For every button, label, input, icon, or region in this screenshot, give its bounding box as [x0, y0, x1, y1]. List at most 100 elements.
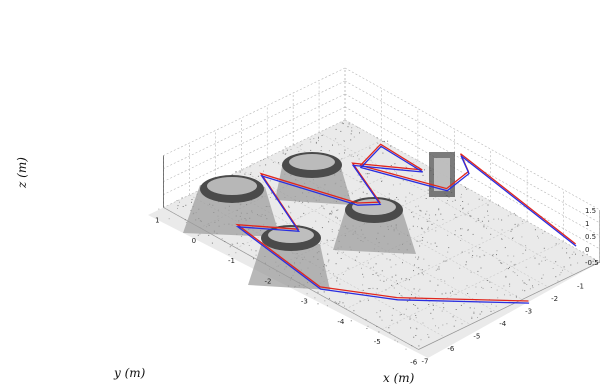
cloud-point — [415, 206, 417, 208]
cloud-point — [438, 266, 440, 268]
cloud-point — [357, 126, 359, 128]
cloud-point — [446, 260, 448, 262]
cloud-point — [265, 164, 267, 166]
cloud-point — [477, 317, 478, 318]
cloud-point — [176, 200, 178, 202]
cloud-point — [230, 245, 232, 247]
cloud-point — [417, 205, 419, 207]
cloud-point — [379, 310, 381, 312]
cloud-point — [491, 254, 493, 256]
cloud-point — [168, 218, 170, 220]
cloud-point — [422, 237, 424, 238]
cloud-point — [253, 258, 254, 260]
cloud-point — [221, 238, 223, 240]
cloud-point — [314, 297, 316, 299]
cloud-point — [483, 226, 485, 228]
cloud-point — [415, 317, 417, 319]
cloud-point — [389, 259, 391, 261]
cloud-point — [387, 140, 389, 142]
trajectory-series-2 — [235, 145, 577, 304]
cloud-point — [428, 336, 430, 338]
cloud-point — [447, 234, 449, 236]
cloud-point — [525, 249, 527, 251]
cloud-point — [321, 146, 323, 148]
cloud-point — [369, 147, 371, 149]
cloud-point — [298, 224, 300, 226]
cloud-point — [354, 259, 356, 261]
cloud-point — [438, 327, 440, 329]
cloud-point — [422, 174, 424, 176]
cloud-point — [397, 322, 399, 324]
cloud-point — [486, 280, 488, 281]
cloud-point — [318, 137, 319, 139]
cloud-point — [338, 144, 340, 146]
cloud-point — [483, 254, 485, 256]
cloud-point — [310, 141, 312, 143]
cloud-point — [392, 184, 394, 186]
cloud-point — [441, 293, 443, 295]
cloud-point — [541, 277, 543, 279]
y-tick-label: -4 — [499, 320, 507, 328]
point-cloud-scene — [148, 120, 600, 358]
cloud-point — [394, 163, 396, 165]
cloud-point — [483, 216, 485, 218]
cloud-point — [338, 229, 339, 231]
cloud-point — [510, 213, 512, 215]
cloud-point — [360, 179, 362, 180]
cloud-point — [403, 313, 405, 315]
x-tick-label: 0 — [192, 237, 196, 245]
cloud-point — [344, 149, 346, 151]
cloud-point — [538, 284, 540, 286]
cloud-point — [363, 276, 365, 278]
cloud-point — [522, 253, 524, 255]
cloud-point — [411, 211, 413, 213]
cloud-point — [285, 153, 287, 155]
cloud-point — [426, 220, 428, 222]
cloud-point — [470, 271, 472, 273]
cloud-point — [538, 237, 539, 239]
cloud-point — [534, 229, 536, 231]
cloud-point — [461, 228, 463, 230]
cloud-point — [443, 260, 445, 262]
cloud-point — [329, 213, 331, 215]
cloud-point — [397, 341, 399, 343]
z-tick-label: -0.5 — [585, 259, 599, 267]
cloud-point — [325, 265, 327, 267]
cloud-point — [399, 292, 400, 294]
cloud-point — [509, 285, 511, 287]
cloud-point — [544, 259, 546, 261]
cloud-point — [341, 122, 343, 124]
cloud-point — [411, 294, 412, 296]
cloud-point — [409, 228, 411, 230]
cloud-point — [538, 263, 540, 265]
cloud-point — [340, 130, 342, 132]
cloud-point — [259, 165, 261, 167]
cloud-point — [366, 176, 368, 178]
cloud-point — [521, 220, 523, 222]
cloud-point — [405, 167, 407, 169]
cloud-point — [375, 272, 377, 274]
cloud-point — [416, 240, 418, 242]
cloud-point — [421, 228, 423, 230]
cloud-point — [411, 194, 413, 196]
cloud-point — [400, 295, 402, 296]
cloud-point — [419, 245, 421, 247]
cloud-point — [370, 159, 372, 161]
cloud-point — [435, 230, 437, 232]
cloud-point — [390, 266, 392, 268]
cloud-point — [445, 292, 447, 294]
cloud-point — [432, 309, 434, 311]
cloud-point — [298, 150, 300, 152]
cloud-point — [505, 275, 507, 277]
cloud-point — [461, 251, 463, 253]
cloud-point — [313, 138, 315, 140]
x-axis-label: x (m) — [383, 371, 415, 385]
cloud-point — [522, 280, 524, 282]
cloud-point — [434, 290, 436, 292]
pedestal-2 — [275, 152, 352, 205]
cloud-point — [409, 316, 411, 318]
cloud-point — [336, 302, 338, 304]
cloud-point — [505, 277, 507, 278]
cloud-point — [315, 141, 317, 143]
cloud-point — [241, 235, 242, 237]
